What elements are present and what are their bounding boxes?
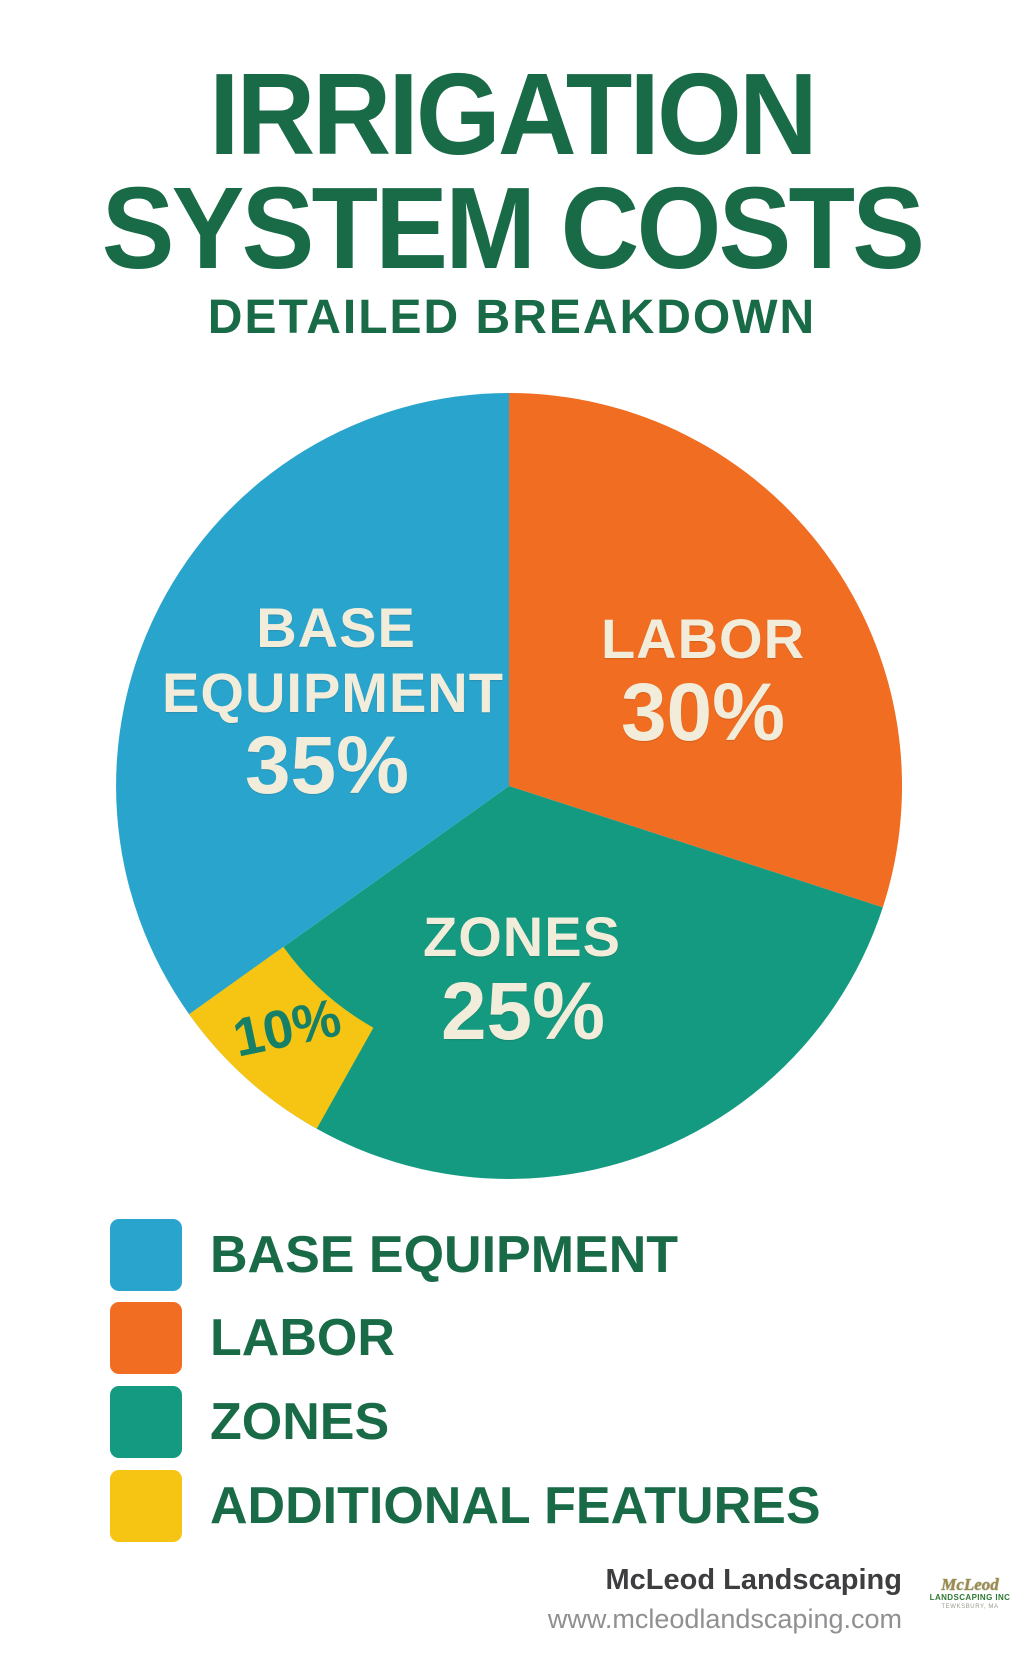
slice-label-base-equipment-line2: EQUIPMENT: [162, 661, 504, 724]
page-subtitle: DETAILED BREAKDOWN: [207, 291, 817, 344]
pie-slice-labor: [509, 393, 903, 908]
legend-item-additional-features: ADDITIONAL FEATURES: [110, 1470, 970, 1542]
pie-slice-base-equipment: [116, 393, 509, 1015]
legend-label-labor: LABOR: [210, 1309, 395, 1367]
legend-swatch-zones: [110, 1386, 182, 1458]
pie-chart: [116, 393, 903, 1179]
legend-label-zones: ZONES: [210, 1393, 390, 1451]
slice-value-base-equipment: 35%: [244, 720, 410, 811]
legend-item-labor: LABOR: [110, 1302, 970, 1374]
logo-wordmark: McLeod: [941, 1575, 999, 1594]
pie-slice-zones: [189, 786, 883, 1179]
legend-swatch-labor: [110, 1302, 182, 1374]
footer-website-url: www.mcleodlandscaping.com: [547, 1604, 902, 1634]
pie-slice-additional-features: [189, 946, 374, 1129]
logo-town: TEWKSBURY, MA: [941, 1604, 999, 1610]
logo-subtitle: LANDSCAPING INC: [929, 1593, 1011, 1602]
footer-company-name: McLeod Landscaping: [605, 1564, 902, 1596]
page-title-line1: IRRIGATION: [209, 49, 818, 179]
legend-item-zones: ZONES: [110, 1386, 970, 1458]
slice-value-zones: 25%: [440, 966, 606, 1057]
legend-label-additional-features: ADDITIONAL FEATURES: [210, 1477, 821, 1535]
slice-label-labor: LABOR: [600, 607, 806, 670]
slice-value-labor: 30%: [620, 667, 786, 758]
page-title-line2: SYSTEM COSTS: [101, 163, 925, 293]
legend-item-base-equipment: BASE EQUIPMENT: [110, 1219, 970, 1291]
slice-label-zones: ZONES: [423, 905, 621, 968]
slice-label-base-equipment-line1: BASE: [256, 596, 416, 659]
company-logo: McLeod LANDSCAPING INC TEWKSBURY, MA: [924, 1576, 1016, 1610]
legend-swatch-additional-features: [110, 1470, 182, 1542]
legend-swatch-base-equipment: [110, 1219, 182, 1291]
legend-label-base-equipment: BASE EQUIPMENT: [210, 1226, 679, 1284]
